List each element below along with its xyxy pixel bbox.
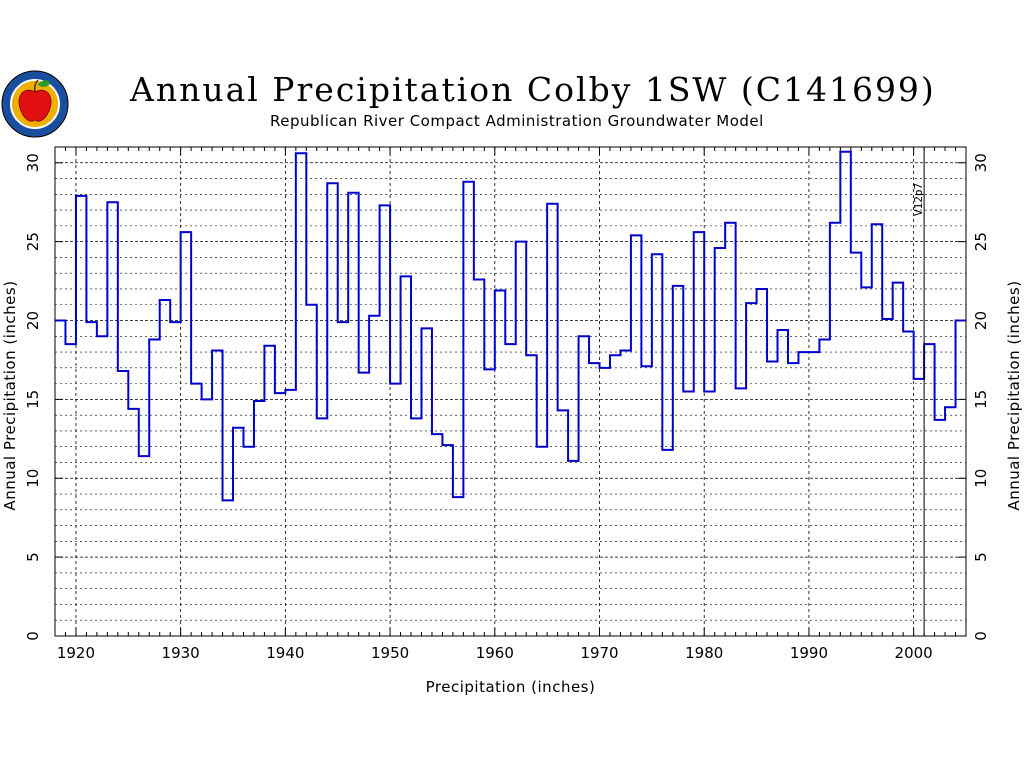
y-tick-label-right: 25 <box>972 232 990 251</box>
y-tick-label-left: 30 <box>24 153 42 172</box>
x-tick-label: 2000 <box>895 644 933 662</box>
x-tick-label: 1970 <box>580 644 618 662</box>
x-tick-label: 1950 <box>371 644 409 662</box>
annotation-label: V12p7 <box>912 183 925 216</box>
precipitation-series-line <box>55 150 966 502</box>
y-axis-label-left: Annual Precipitation (inches) <box>1 280 19 510</box>
y-tick-labels-left: 0 5 10 15 20 25 30 <box>24 153 42 641</box>
y-tick-label-right: 5 <box>972 552 990 562</box>
y-tick-label-right: 30 <box>972 153 990 172</box>
x-tick-label: 1930 <box>162 644 200 662</box>
y-tick-label-left: 20 <box>24 311 42 330</box>
y-tick-labels-right: 0 5 10 15 20 25 30 <box>972 153 990 641</box>
x-tick-label: 1960 <box>476 644 514 662</box>
y-tick-label-right: 10 <box>972 469 990 488</box>
axis-ticks <box>54 147 967 637</box>
x-tick-label: 1990 <box>790 644 828 662</box>
y-tick-label-left: 5 <box>24 552 42 562</box>
grid-minor <box>55 178 966 621</box>
y-tick-label-left: 25 <box>24 232 42 251</box>
chart-subtitle: Republican River Compact Administration … <box>270 112 764 130</box>
apple-seal-logo <box>1 70 69 138</box>
y-tick-label-right: 20 <box>972 311 990 330</box>
x-axis-label: Precipitation (inches) <box>426 678 596 696</box>
y-tick-label-right: 0 <box>972 631 990 641</box>
chart-title: Annual Precipitation Colby 1SW (C141699) <box>130 70 936 109</box>
series-group <box>55 150 966 502</box>
grid-major <box>55 147 966 636</box>
x-tick-label: 1940 <box>266 644 304 662</box>
y-tick-label-left: 15 <box>24 390 42 409</box>
y-tick-label-left: 0 <box>24 631 42 641</box>
x-tick-labels: 1920 1930 1940 1950 1960 1970 1980 1990 2000 <box>57 644 933 662</box>
y-axis-label-right: Annual Precipitation (inches) <box>1005 280 1023 510</box>
y-tick-label-left: 10 <box>24 469 42 488</box>
y-tick-label-right: 15 <box>972 390 990 409</box>
x-tick-label: 1980 <box>685 644 723 662</box>
plot-frame <box>54 146 967 637</box>
x-tick-label: 1920 <box>57 644 95 662</box>
